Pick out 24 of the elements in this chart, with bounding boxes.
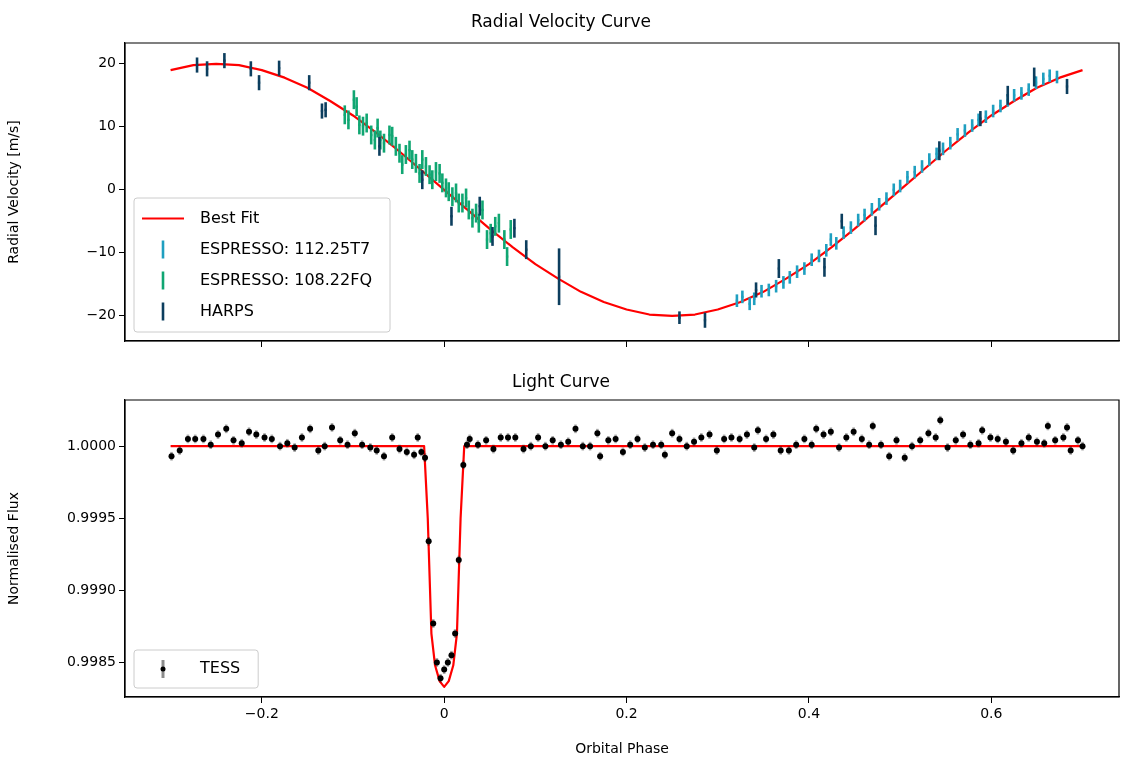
legend-label: ESPRESSO: 108.22FQ bbox=[200, 269, 373, 289]
y-tick-label: 1.0000 bbox=[67, 436, 116, 453]
x-tick-label: 0.6 bbox=[980, 705, 1003, 722]
y-tick-label: −20 bbox=[86, 306, 116, 323]
y-tick-label: 0.9990 bbox=[67, 580, 116, 597]
legend-label: ESPRESSO: 112.25T7 bbox=[200, 238, 371, 258]
legend-label: Best Fit bbox=[200, 207, 260, 227]
y-tick-label: −10 bbox=[86, 243, 116, 260]
legend-label: HARPS bbox=[200, 300, 254, 320]
x-tick-label: −0.2 bbox=[244, 705, 279, 722]
legend-label: TESS bbox=[199, 658, 241, 678]
x-axis-title: Orbital Phase bbox=[575, 740, 669, 757]
y-axis-title: Radial Velocity [m/s] bbox=[5, 120, 22, 264]
y-tick-label: 10 bbox=[98, 117, 116, 134]
x-tick-label: 0.4 bbox=[797, 705, 821, 722]
y-tick-label: 0.9985 bbox=[67, 653, 116, 670]
y-tick-label: 0.9995 bbox=[67, 508, 116, 525]
chart-title: Light Curve bbox=[512, 370, 610, 391]
x-tick-label: 0.2 bbox=[615, 705, 638, 722]
x-tick-label: 0 bbox=[439, 705, 449, 722]
chart-title: Radial Velocity Curve bbox=[470, 10, 652, 31]
y-tick-label: 0 bbox=[107, 180, 116, 197]
y-axis-title: Normalised Flux bbox=[5, 492, 22, 605]
y-tick-label: 20 bbox=[98, 54, 116, 71]
